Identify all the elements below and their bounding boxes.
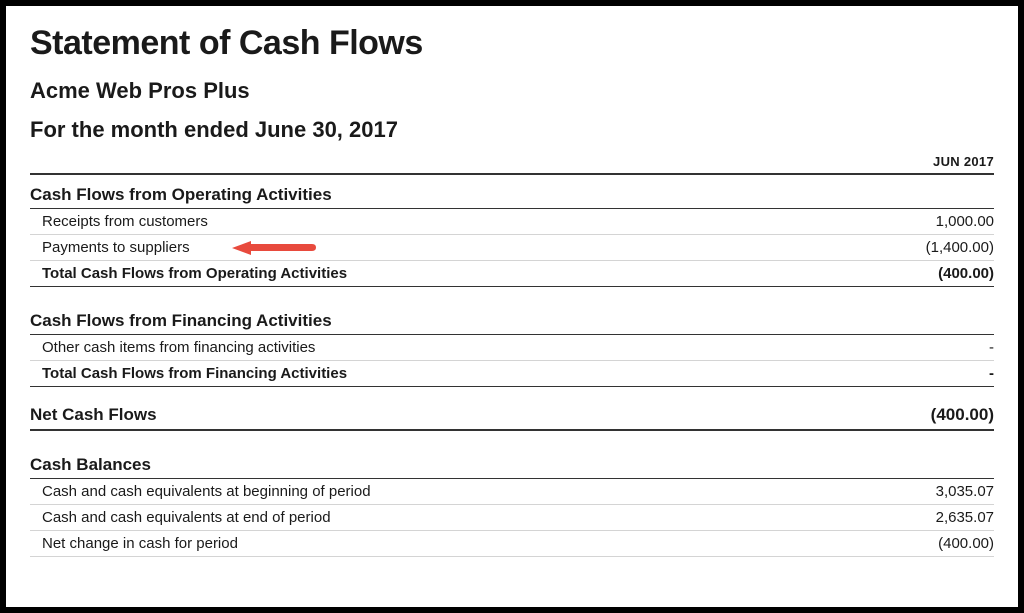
row-value: (1,400.00) <box>884 239 994 256</box>
row-label: Payments to suppliers <box>42 239 884 256</box>
report-frame: Statement of Cash Flows Acme Web Pros Pl… <box>0 0 1024 613</box>
row-value: (400.00) <box>884 535 994 552</box>
section-heading-balances: Cash Balances <box>30 455 994 479</box>
row-label: Cash and cash equivalents at beginning o… <box>42 483 884 500</box>
section-heading-operating: Cash Flows from Operating Activities <box>30 185 994 209</box>
total-value: (400.00) <box>884 265 994 282</box>
row-value: 1,000.00 <box>884 213 994 230</box>
row-label: Other cash items from financing activiti… <box>42 339 884 356</box>
row-label: Receipts from customers <box>42 213 884 230</box>
line-row: Cash and cash equivalents at end of peri… <box>30 505 994 531</box>
company-name: Acme Web Pros Plus <box>30 77 994 106</box>
column-header-row: JUN 2017 <box>30 154 994 175</box>
net-value: (400.00) <box>884 405 994 425</box>
line-row: Receipts from customers 1,000.00 <box>30 209 994 235</box>
total-label: Total Cash Flows from Operating Activiti… <box>42 265 884 282</box>
line-row: Other cash items from financing activiti… <box>30 335 994 361</box>
row-label: Cash and cash equivalents at end of peri… <box>42 509 884 526</box>
net-cash-flows-row: Net Cash Flows (400.00) <box>30 401 994 431</box>
row-label: Net change in cash for period <box>42 535 884 552</box>
section-total-row: Total Cash Flows from Operating Activiti… <box>30 261 994 287</box>
page-title: Statement of Cash Flows <box>30 24 994 63</box>
net-label: Net Cash Flows <box>30 405 884 425</box>
line-row: Net change in cash for period (400.00) <box>30 531 994 557</box>
period-description: For the month ended June 30, 2017 <box>30 116 994 145</box>
line-row: Cash and cash equivalents at beginning o… <box>30 479 994 505</box>
period-column-label: JUN 2017 <box>933 154 994 169</box>
total-label: Total Cash Flows from Financing Activiti… <box>42 365 884 382</box>
row-value: 2,635.07 <box>884 509 994 526</box>
row-value: 3,035.07 <box>884 483 994 500</box>
line-row: Payments to suppliers (1,400.00) <box>30 235 994 261</box>
row-value: - <box>884 339 994 356</box>
section-total-row: Total Cash Flows from Financing Activiti… <box>30 361 994 387</box>
total-value: - <box>884 365 994 382</box>
section-heading-financing: Cash Flows from Financing Activities <box>30 311 994 335</box>
